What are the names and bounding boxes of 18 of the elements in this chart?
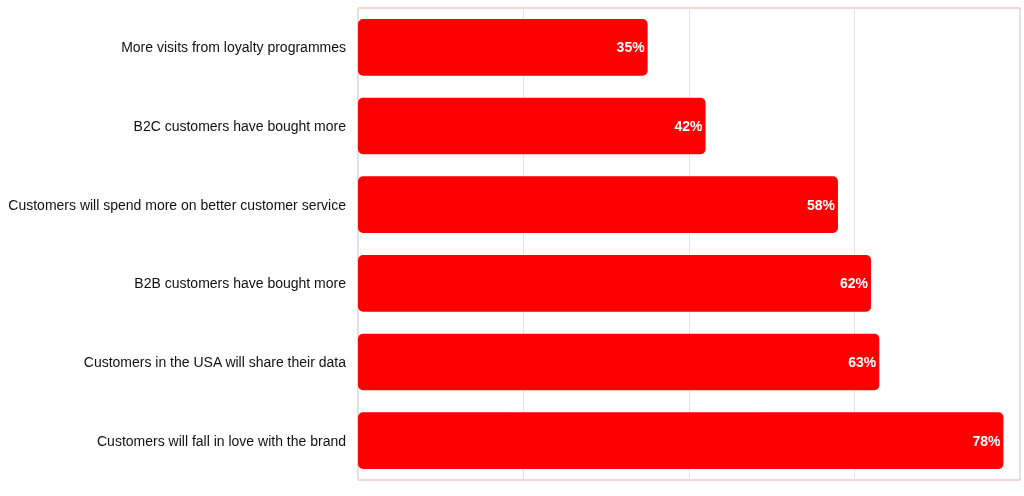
y-tick-label: More visits from loyalty programmes (121, 39, 346, 56)
bar (358, 97, 706, 155)
bar (358, 255, 872, 312)
y-tick-label: Customers will fall in love with the brand (97, 432, 346, 449)
data-label: 62% (840, 275, 869, 292)
y-tick-label: B2B customers have bought more (134, 275, 347, 292)
data-label: 78% (972, 432, 1001, 449)
data-label: 42% (674, 118, 704, 134)
bar (358, 412, 1004, 469)
y-tick-label: Customers in the USA will share their data (83, 354, 347, 370)
y-tick-label: B2C customers have bought more (133, 118, 347, 134)
data-label: 35% (616, 39, 646, 56)
y-tick-label: Customers will spend more on better customer service (8, 196, 347, 213)
data-label: 58% (806, 196, 836, 213)
bar (358, 176, 838, 233)
bar (358, 333, 880, 391)
data-label: 63% (848, 354, 877, 370)
bar (358, 19, 648, 76)
